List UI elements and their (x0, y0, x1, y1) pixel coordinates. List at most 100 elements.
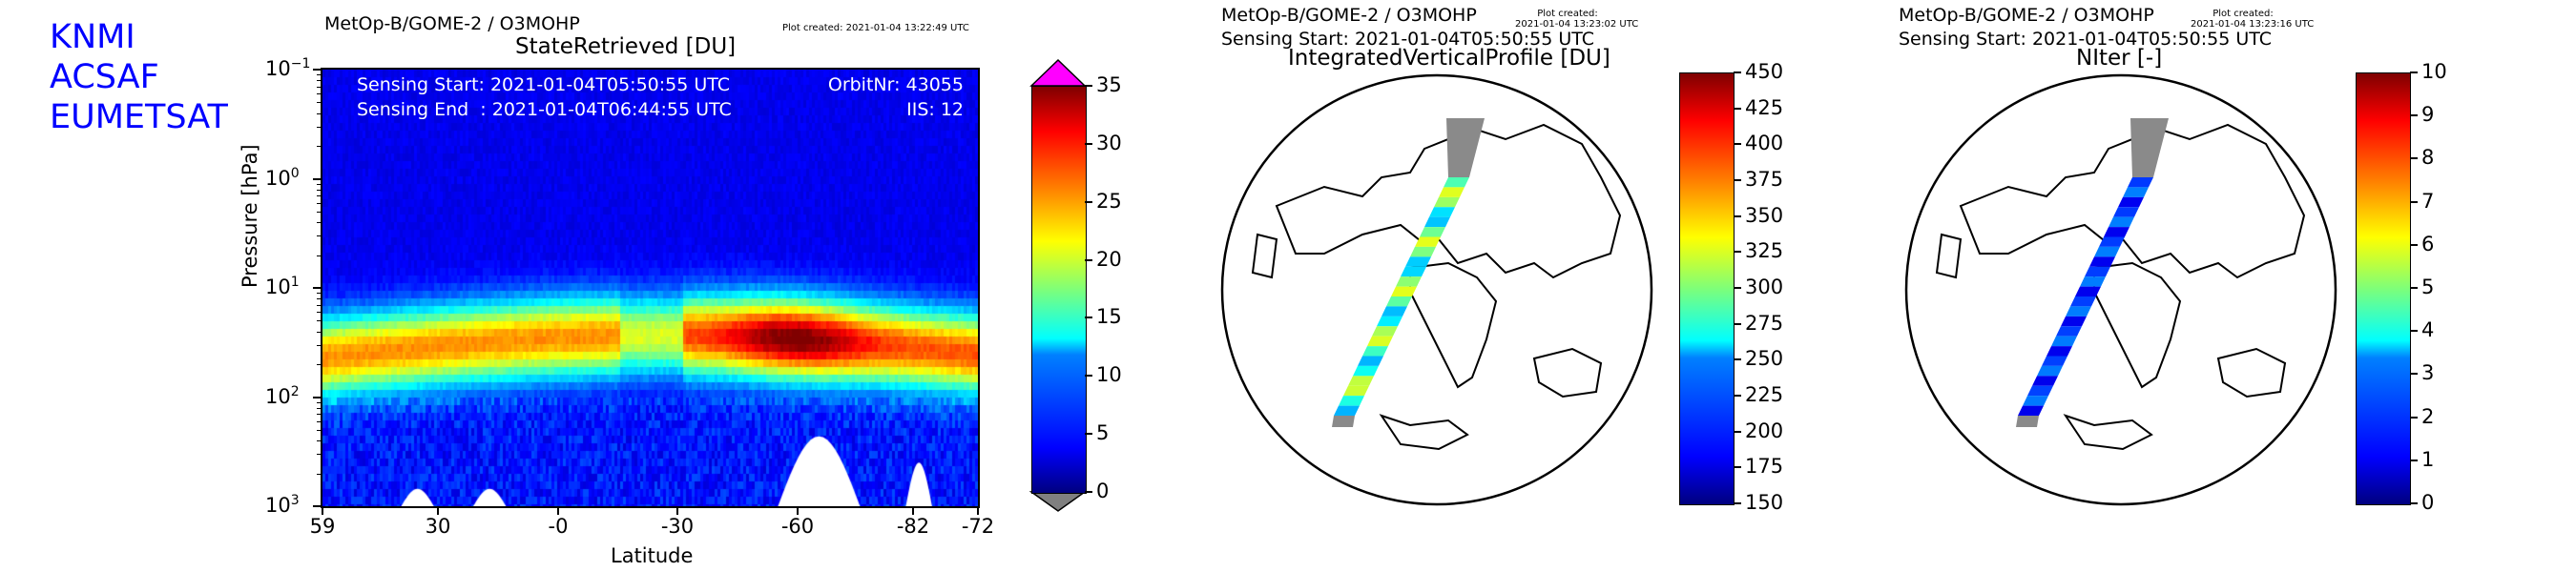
swath-segment (1424, 216, 1450, 228)
x-tick-mark (437, 506, 439, 515)
swath-segment (1420, 227, 1445, 237)
heatmap-canvas (321, 68, 980, 508)
swath-segment (2061, 316, 2087, 327)
y-tick-label: 100 (265, 166, 300, 190)
y-tick-label: 101 (265, 275, 300, 298)
logo-text: KNMI ACSAF EUMETSAT (50, 17, 228, 137)
x-tick-mark (797, 506, 799, 515)
swath-segment (1429, 207, 1455, 217)
colorbar-tick-mark (1085, 85, 1092, 87)
panel3-plot-created: Plot created: 2021-01-04 13:23:16 UTC (2191, 9, 2314, 30)
orbit-number: OrbitNr: 43055 (827, 74, 964, 95)
colorbar-tick-label: 150 (1745, 491, 1784, 514)
swath-segment (2080, 276, 2106, 287)
swath-segment (2104, 227, 2129, 237)
panel2-sensing-start: Sensing Start: 2021-01-04T05:50:55 UTC (1221, 29, 1595, 50)
y-tick-base: 10 (265, 276, 291, 298)
colorbar-tick-label: 5 (2421, 276, 2435, 298)
y-tick-mark (313, 177, 322, 180)
y-tick-base: 10 (265, 384, 291, 408)
y-minor-tick (317, 146, 322, 148)
continent-outline (1532, 347, 1603, 398)
swath-segment (2075, 286, 2101, 296)
globe-map-1 (1220, 73, 1653, 506)
y-minor-tick (317, 407, 322, 409)
continent-outline (1379, 414, 1469, 451)
y-minor-tick (317, 440, 322, 442)
plot-created-time: 2021-01-04 13:23:02 UTC (1515, 19, 1639, 30)
swath-segment (1377, 316, 1402, 327)
swath-segment (1410, 246, 1436, 257)
y-minor-tick (317, 222, 322, 224)
colorbar-tick-mark (2410, 114, 2418, 117)
colorbar-tick-label: 425 (1745, 95, 1784, 119)
swath-segment (2113, 207, 2139, 217)
y-minor-tick (317, 235, 322, 237)
y-minor-tick (317, 293, 322, 295)
swath-night-gray (2130, 118, 2169, 177)
swath-segment (1396, 276, 1422, 287)
y-tick-mark (313, 396, 322, 398)
x-tick-mark (557, 506, 559, 515)
swath-segment (1405, 256, 1431, 267)
colorbar-tick-mark (1734, 72, 1741, 73)
colorbar-tick-label: 300 (1745, 276, 1784, 298)
swath-segment (1415, 236, 1441, 247)
y-minor-tick (317, 74, 322, 76)
swath-segment (2027, 385, 2053, 397)
swath-segment (2094, 246, 2120, 257)
plot-created-label: Plot created: (2212, 9, 2274, 19)
y-minor-tick (317, 202, 322, 204)
colorbar-tick-mark (1734, 430, 1741, 433)
y-axis-label: Pressure [hPa] (239, 144, 261, 288)
x-tick-label: -82 (896, 515, 930, 538)
sensing-info: Sensing Start: 2021-01-04T05:50:55 UTC S… (357, 72, 732, 122)
colorbar-tick-label: 10 (2421, 60, 2447, 83)
panel2-header: MetOp-B/GOME-2 / O3MOHP (1221, 5, 1477, 26)
colorbar-tick-mark (1085, 200, 1092, 203)
swath-segment (1358, 356, 1383, 366)
colorbar-tick-mark (2410, 502, 2418, 504)
swath-segment (2032, 376, 2058, 386)
y-tick-mark (313, 69, 322, 71)
y-minor-tick (317, 189, 322, 191)
y-tick-label: 102 (265, 384, 300, 408)
swath-segment (1439, 187, 1465, 197)
colorbar-tick-label: 5 (1096, 421, 1110, 445)
colorbar-tick-label: 6 (2421, 232, 2435, 255)
colorbar-tick-mark (1085, 258, 1092, 261)
colorbar-tick-mark (1734, 466, 1741, 469)
colorbar-tick-label: 0 (1096, 480, 1110, 502)
y-minor-tick (317, 344, 322, 346)
colorbar-tick-mark (1085, 491, 1092, 493)
x-tick-label: -0 (548, 515, 569, 538)
logo-eumetsat: EUMETSAT (50, 98, 228, 136)
swath-segment (1339, 396, 1364, 406)
swath-end-gray (1332, 416, 1355, 427)
y-minor-tick (317, 414, 322, 416)
y-minor-tick (317, 255, 322, 256)
y-tick-exponent: 0 (290, 165, 300, 181)
y-tick-exponent: −1 (290, 56, 311, 72)
colorbar-tick-mark (1085, 317, 1092, 319)
logo-knmi: KNMI (50, 18, 135, 56)
colorbar-tick-mark (2410, 200, 2418, 203)
y-minor-tick (317, 211, 322, 213)
swath-segment (2046, 346, 2072, 357)
y-tick-exponent: 3 (290, 493, 300, 508)
panel3-header: MetOp-B/GOME-2 / O3MOHP (1899, 5, 2154, 26)
colorbar-tick-mark (1734, 214, 1741, 217)
colorbar-tick-label: 325 (1745, 239, 1784, 263)
swath-segment (1353, 365, 1379, 377)
colorbar-tick-label: 400 (1745, 132, 1784, 155)
y-minor-tick (317, 473, 322, 475)
swath-segment (1381, 306, 1407, 317)
y-tick-exponent: 2 (290, 383, 300, 399)
colorbar-2 (1679, 72, 1735, 505)
x-tick-label: 59 (309, 515, 336, 538)
plot-created-label: Plot created: (1537, 9, 1598, 19)
swath-segment (1434, 196, 1460, 208)
colorbar-tick-label: 7 (2421, 189, 2435, 213)
colorbar-tick-label: 225 (1745, 383, 1784, 406)
sensing-start: Sensing Start: 2021-01-04T05:50:55 UTC (357, 74, 731, 95)
